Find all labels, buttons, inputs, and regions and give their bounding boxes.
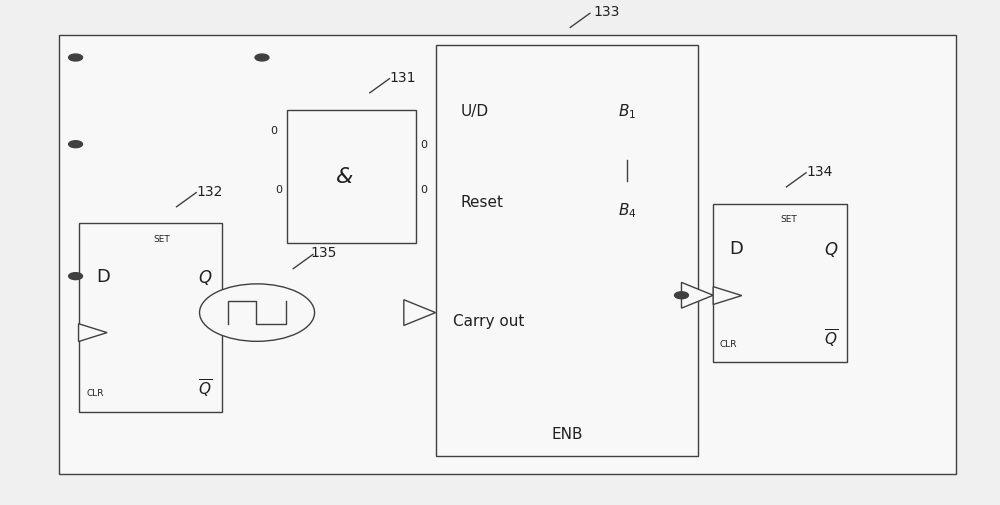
Text: 135: 135	[310, 245, 336, 259]
Text: 133: 133	[593, 6, 620, 19]
Text: 0: 0	[275, 185, 282, 195]
Circle shape	[255, 55, 269, 62]
Text: $Q$: $Q$	[824, 239, 838, 258]
Bar	[59, 36, 956, 474]
Text: 0: 0	[270, 126, 277, 136]
Text: &: &	[336, 167, 353, 187]
Circle shape	[675, 292, 688, 299]
Bar	[79, 224, 222, 412]
Polygon shape	[713, 287, 742, 305]
Text: $B_4$: $B_4$	[618, 201, 637, 220]
Text: Reset: Reset	[460, 194, 503, 210]
Text: $\overline{Q}$: $\overline{Q}$	[824, 328, 838, 350]
Text: CLR: CLR	[719, 339, 737, 348]
Text: SET: SET	[780, 215, 797, 224]
Text: SET: SET	[153, 234, 170, 243]
Text: Carry out: Carry out	[453, 314, 525, 328]
Circle shape	[69, 273, 83, 280]
Text: 132: 132	[196, 185, 223, 199]
Bar	[287, 110, 416, 244]
Text: 134: 134	[807, 165, 833, 179]
Text: $\overline{Q}$: $\overline{Q}$	[198, 377, 212, 399]
Bar	[713, 204, 847, 363]
Text: $Q$: $Q$	[198, 267, 212, 286]
Text: 131: 131	[390, 71, 416, 85]
Bar	[436, 46, 698, 457]
Text: 0: 0	[421, 184, 428, 194]
Text: ENB: ENB	[551, 427, 583, 441]
Text: 0: 0	[421, 139, 428, 149]
Text: CLR: CLR	[86, 388, 104, 397]
Polygon shape	[681, 283, 713, 309]
Text: D: D	[96, 268, 110, 286]
Text: $B_1$: $B_1$	[618, 103, 636, 121]
Polygon shape	[79, 324, 107, 342]
Text: U/D: U/D	[460, 104, 488, 119]
Text: D: D	[729, 239, 743, 258]
Circle shape	[69, 141, 83, 148]
Polygon shape	[404, 300, 436, 326]
Circle shape	[200, 284, 315, 342]
Circle shape	[69, 55, 83, 62]
